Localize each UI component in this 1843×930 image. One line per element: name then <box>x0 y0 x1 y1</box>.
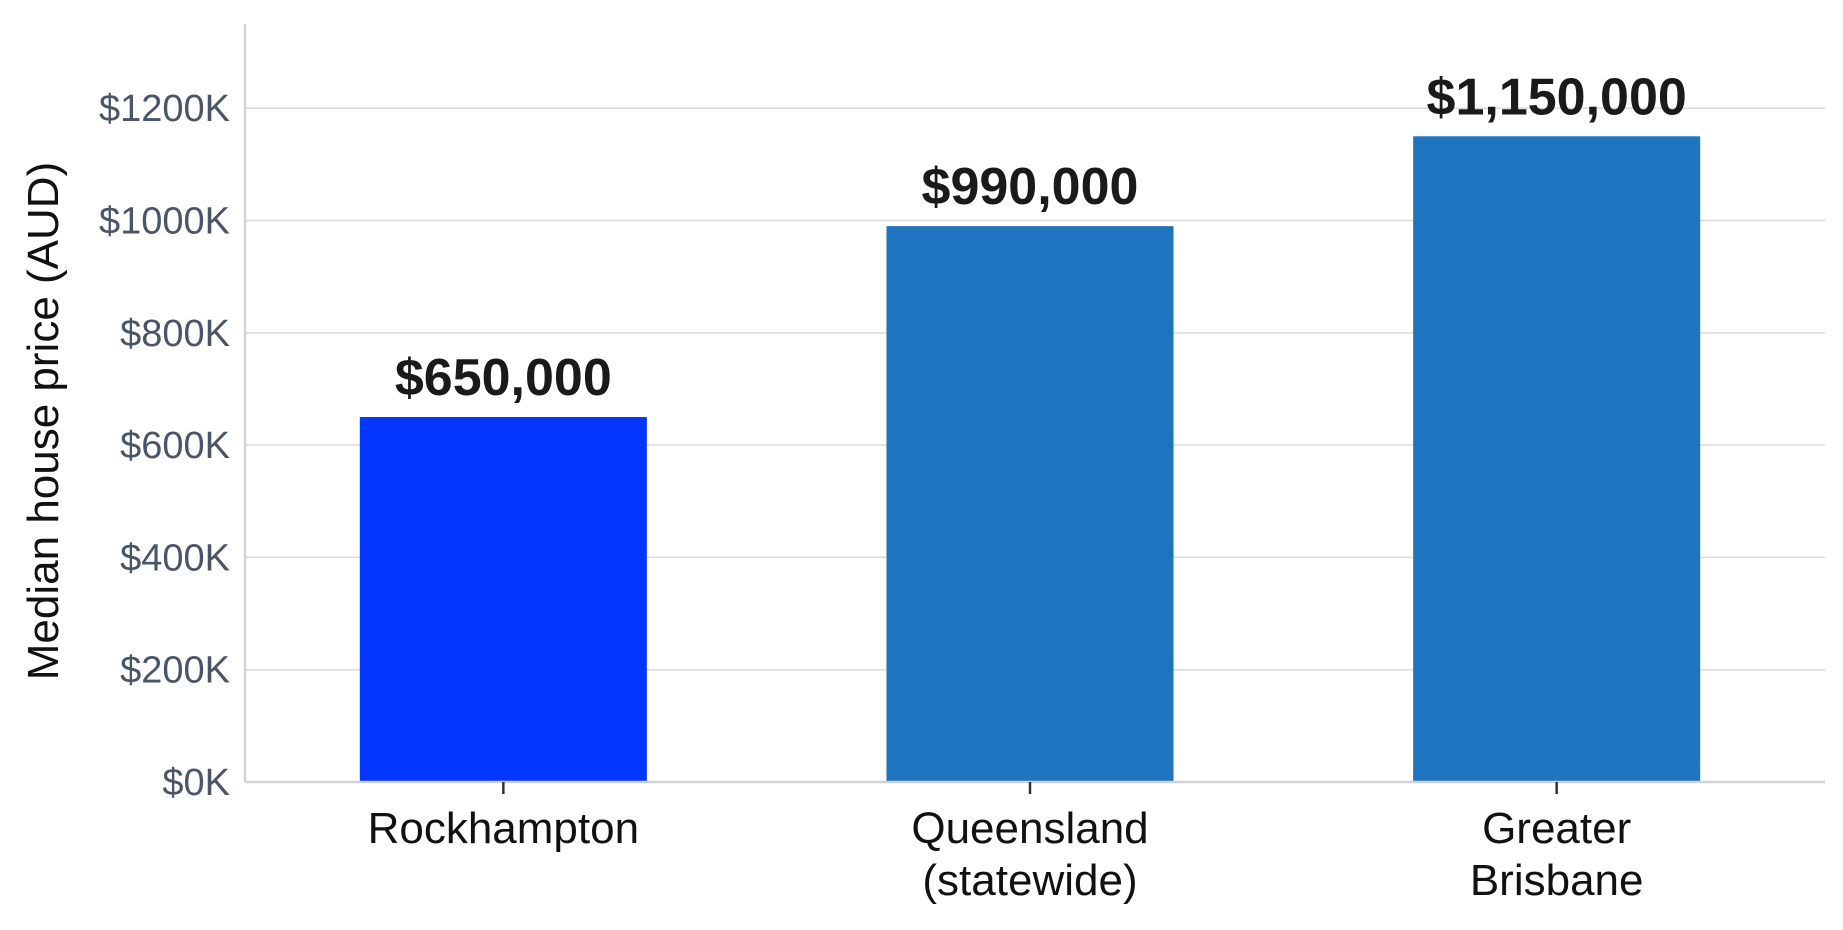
y-tick-label: $200K <box>120 650 230 692</box>
axes <box>243 24 1825 784</box>
data-labels: $650,000 $990,000 $1,150,000 <box>395 68 1687 407</box>
y-tick-labels: $0K $200K $400K $600K $800K $1000K $1200K <box>99 88 230 804</box>
bar <box>886 226 1174 783</box>
x-tick-label: Queensland (statewide) <box>911 804 1148 905</box>
data-label: $650,000 <box>395 349 612 407</box>
y-tick-label: $1200K <box>99 88 230 130</box>
y-tick-label: $800K <box>120 313 230 355</box>
y-tick-label: $0K <box>162 762 230 804</box>
x-tick-labels: Rockhampton Queensland (statewide) Greater B… <box>368 782 1644 905</box>
data-label: $990,000 <box>922 158 1139 216</box>
y-tick-label: $1000K <box>99 201 230 243</box>
bar <box>359 417 647 782</box>
y-axis-label: Median house price (AUD) <box>19 162 68 680</box>
x-tick-label: Rockhampton <box>368 804 639 853</box>
data-label: $1,150,000 <box>1427 68 1687 126</box>
y-tick-label: $600K <box>120 425 230 467</box>
y-tick-label: $400K <box>120 537 230 579</box>
bars <box>359 136 1701 783</box>
x-tick-label: Greater Brisbane <box>1470 804 1644 905</box>
bar <box>1413 136 1701 783</box>
